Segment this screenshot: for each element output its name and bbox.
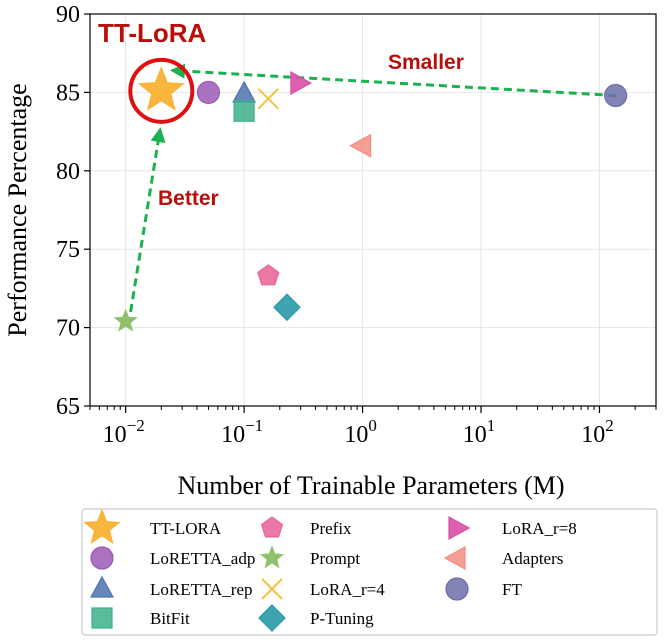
y-tick-label: 70 bbox=[56, 316, 80, 342]
highlight-circle bbox=[128, 57, 195, 124]
better-label: Better bbox=[158, 187, 219, 210]
y-tick-label: 80 bbox=[56, 159, 80, 185]
legend-box bbox=[81, 508, 658, 636]
legend-label: BitFit bbox=[150, 609, 190, 628]
point-p-tuning bbox=[273, 293, 301, 322]
legend-label: Prefix bbox=[310, 519, 352, 538]
smaller-arrow bbox=[169, 63, 616, 98]
legend-label: LoRETTA_rep bbox=[150, 580, 253, 599]
point-lora-r-8 bbox=[290, 70, 313, 96]
x-tick-label: 10−2 bbox=[103, 416, 145, 448]
point-prefix bbox=[257, 264, 280, 286]
legend-label: LoRETTA_adp bbox=[150, 549, 255, 568]
point-ft bbox=[604, 83, 628, 108]
legend-label: Prompt bbox=[310, 549, 360, 568]
legend-marker-loretta-rep bbox=[89, 575, 115, 598]
x-tick-label: 100 bbox=[344, 416, 377, 448]
x-tick-label: 10−1 bbox=[221, 416, 263, 448]
y-axis-label: Performance Percentage bbox=[3, 83, 32, 336]
point-tt-lora bbox=[137, 66, 185, 111]
legend-marker-ft bbox=[445, 577, 469, 601]
legend-marker-tt-lora bbox=[83, 508, 121, 544]
point-loretta-adp bbox=[196, 80, 221, 105]
legend-marker-bitfit bbox=[91, 607, 113, 629]
point-lora-r-4 bbox=[257, 87, 280, 110]
legend-marker-p-tuning bbox=[258, 604, 286, 632]
point-bitfit bbox=[233, 100, 255, 122]
legend: TT-LORA LoRETTA_adp LoRETTA_rep BitFit Prefi… bbox=[81, 508, 658, 636]
data-points bbox=[113, 66, 628, 332]
legend-label: P-Tuning bbox=[310, 609, 374, 628]
legend-label: LoRA_r=4 bbox=[310, 580, 385, 599]
legend-label: LoRA_r=8 bbox=[502, 519, 577, 538]
point-prompt bbox=[113, 308, 138, 332]
y-tick-label: 65 bbox=[56, 394, 80, 420]
legend-label: Adapters bbox=[502, 549, 563, 568]
legend-marker-lora-r-4 bbox=[261, 578, 283, 600]
legend-marker-adapters bbox=[443, 545, 466, 571]
legend-label: FT bbox=[502, 580, 522, 599]
x-axis-ticks: 10−2 10−1 100 101 102 bbox=[89, 406, 657, 448]
y-tick-label: 85 bbox=[56, 80, 80, 106]
plot-frame bbox=[89, 13, 657, 407]
annotations: TT-LoRA Smaller Better bbox=[98, 18, 616, 313]
y-tick-label: 75 bbox=[56, 237, 80, 263]
point-adapters bbox=[349, 133, 372, 158]
grid bbox=[90, 13, 656, 407]
legend-marker-lora-r-8 bbox=[448, 515, 471, 541]
legend-marker-prompt bbox=[259, 545, 285, 569]
x-tick-label: 101 bbox=[463, 416, 496, 448]
smaller-label: Smaller bbox=[388, 51, 464, 74]
legend-marker-prefix bbox=[260, 516, 284, 538]
better-arrow bbox=[129, 127, 166, 313]
legend-marker-loretta-adp bbox=[90, 546, 114, 570]
x-tick-label: 102 bbox=[581, 416, 614, 448]
tt-lora-label: TT-LoRA bbox=[98, 18, 207, 48]
x-axis-label: Number of Trainable Parameters (M) bbox=[177, 471, 564, 500]
legend-label: TT-LORA bbox=[150, 519, 222, 538]
y-tick-label: 90 bbox=[56, 2, 80, 28]
y-axis-ticks: 65 70 75 80 85 90 bbox=[56, 2, 90, 420]
